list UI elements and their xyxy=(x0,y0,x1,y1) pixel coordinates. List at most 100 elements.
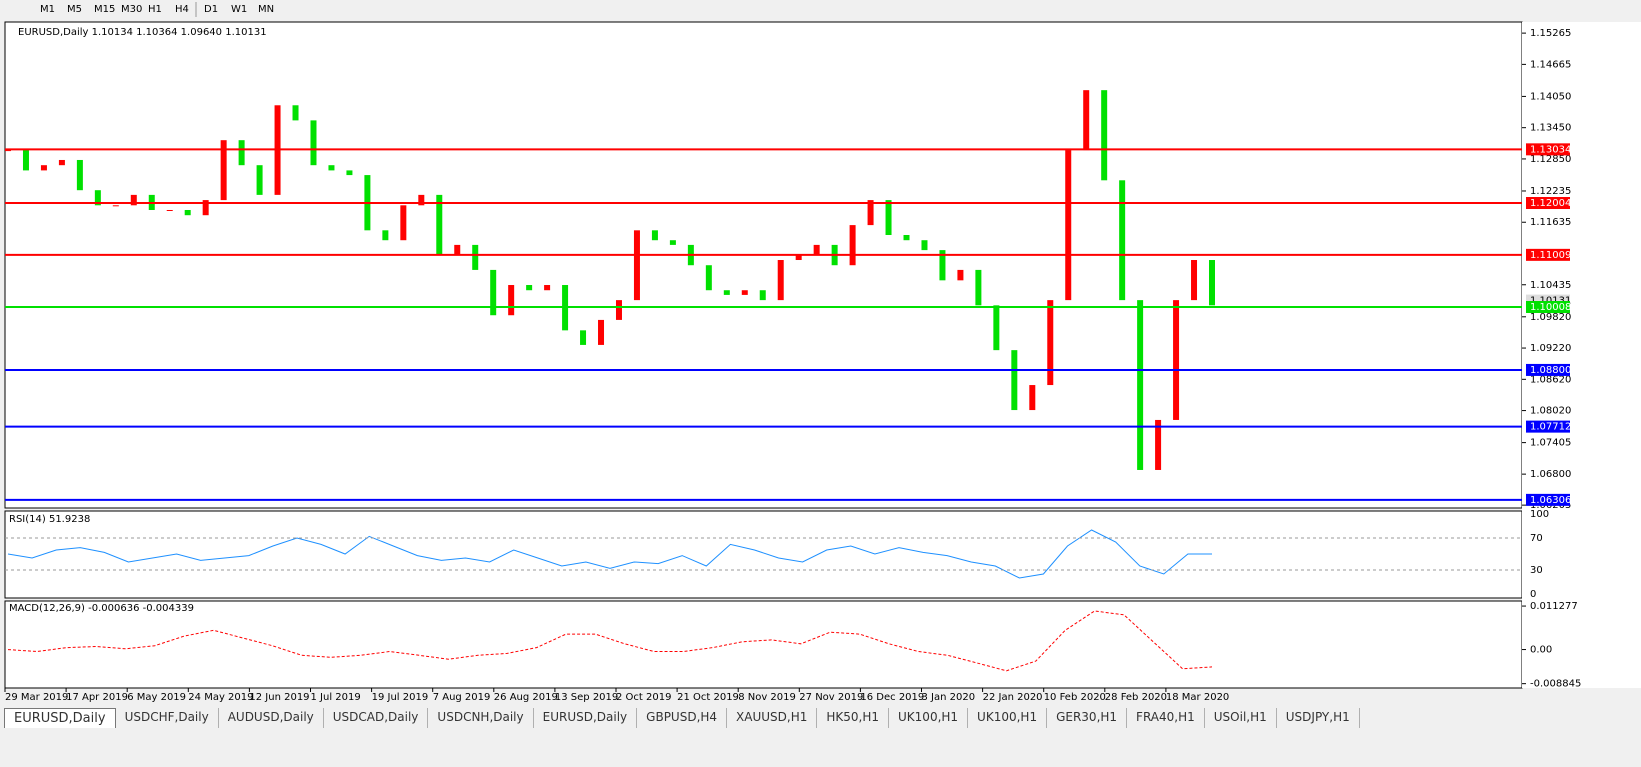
x-tick-label: 24 May 2019 xyxy=(188,692,253,703)
level-label-box xyxy=(1526,197,1570,210)
candle xyxy=(669,240,676,245)
rsi-tick-label: 70 xyxy=(1530,533,1543,544)
candle xyxy=(328,165,335,171)
candle xyxy=(1083,90,1090,151)
price-axis xyxy=(1522,22,1641,688)
chart-tab[interactable]: HK50,H1 xyxy=(817,708,890,728)
level-label: 1.11009 xyxy=(1530,250,1571,261)
candle xyxy=(813,244,820,256)
x-tick-label: 22 Jan 2020 xyxy=(983,692,1043,703)
candle xyxy=(418,194,425,206)
price-tick-label: 1.09820 xyxy=(1530,312,1571,323)
candle xyxy=(40,165,47,171)
macd-signal-line xyxy=(7,610,1213,672)
timeframe-button[interactable]: MN xyxy=(258,4,274,15)
candle xyxy=(544,285,551,291)
price-tick-label: 1.14665 xyxy=(1530,59,1571,70)
candle xyxy=(256,165,263,195)
chart-tab[interactable]: UK100,H1 xyxy=(968,708,1048,728)
candle xyxy=(526,285,533,291)
candle xyxy=(1047,300,1054,386)
macd-tick-label: 0.00 xyxy=(1530,645,1552,656)
candle xyxy=(580,330,587,345)
chart-tab[interactable]: UK100,H1 xyxy=(889,708,969,728)
timeframe-button[interactable]: D1 xyxy=(204,4,218,15)
candle xyxy=(310,120,317,166)
terminal: EURUSD,Daily 1.10134 1.10364 1.09640 1.1… xyxy=(4,2,1641,703)
candle xyxy=(94,190,101,206)
x-tick-label: 1 Jul 2019 xyxy=(311,692,361,703)
candle xyxy=(58,159,65,166)
x-tick-label: 16 Dec 2019 xyxy=(860,692,924,703)
candle xyxy=(975,269,982,306)
x-tick-label: 17 Apr 2019 xyxy=(66,692,128,703)
chart-tab[interactable]: USOil,H1 xyxy=(1205,708,1277,728)
timeframe-button[interactable]: H1 xyxy=(148,4,162,15)
x-tick-label: 12 Jun 2019 xyxy=(249,692,309,703)
candle xyxy=(1119,180,1126,301)
candle xyxy=(382,230,389,241)
price-tick-label: 1.12850 xyxy=(1530,154,1571,165)
candle xyxy=(903,235,910,241)
chart-tab[interactable]: AUDUSD,Daily xyxy=(219,708,324,728)
chart-tab[interactable]: USDCNH,Daily xyxy=(428,708,534,728)
timeframe-button[interactable]: M5 xyxy=(67,4,82,15)
x-tick-label: 8 Nov 2019 xyxy=(738,692,796,703)
candle xyxy=(615,300,622,320)
price-tick-label: 1.11635 xyxy=(1530,217,1571,228)
candle xyxy=(939,250,946,281)
candle xyxy=(22,150,29,171)
macd-tick-label: 0.011277 xyxy=(1530,601,1578,612)
chart-tab[interactable]: XAUUSD,H1 xyxy=(727,708,818,728)
candle xyxy=(993,305,1000,351)
chart-tab[interactable]: EURUSD,Daily xyxy=(534,708,638,728)
candle xyxy=(292,105,299,121)
macd-tick-label: -0.008845 xyxy=(1530,679,1581,690)
x-tick-label: 7 Aug 2019 xyxy=(433,692,491,703)
level-label-box xyxy=(1526,301,1570,314)
x-tick-label: 27 Nov 2019 xyxy=(799,692,863,703)
timeframe-button[interactable]: M15 xyxy=(94,4,115,15)
candle xyxy=(346,170,353,176)
candle xyxy=(490,269,497,316)
timeframe-button[interactable]: M1 xyxy=(40,4,55,15)
candle xyxy=(633,230,640,301)
candle xyxy=(400,205,407,241)
chart-tab[interactable]: USDCHF,Daily xyxy=(116,708,219,728)
timeframe-button[interactable]: M30 xyxy=(121,4,142,15)
candle xyxy=(777,260,784,301)
candle xyxy=(472,244,479,270)
price-tick-label: 1.10435 xyxy=(1530,280,1571,291)
x-tick-label: 10 Feb 2020 xyxy=(1044,692,1106,703)
candle xyxy=(5,150,11,152)
candle xyxy=(166,209,173,211)
chart-tab[interactable]: GER30,H1 xyxy=(1047,708,1128,728)
rsi-tick-label: 30 xyxy=(1530,565,1543,576)
level-label: 1.10008 xyxy=(1530,302,1571,313)
chart-tab[interactable]: USDCAD,Daily xyxy=(324,708,429,728)
chart-tab[interactable]: EURUSD,Daily xyxy=(4,708,116,728)
timeframe-button[interactable]: H4 xyxy=(175,4,189,15)
candle xyxy=(130,194,137,206)
chart-tab[interactable]: USDJPY,H1 xyxy=(1277,708,1360,728)
chart-tab[interactable]: FRA40,H1 xyxy=(1127,708,1205,728)
macd-panel xyxy=(4,600,1523,689)
x-tick-label: 29 Mar 2019 xyxy=(5,692,68,703)
candle xyxy=(1209,260,1215,306)
candle xyxy=(741,290,748,295)
candle xyxy=(885,200,892,236)
chart-tab[interactable]: GBPUSD,H4 xyxy=(637,708,728,728)
main-panel xyxy=(4,21,1523,509)
candle xyxy=(112,205,119,207)
level-label-box xyxy=(1526,143,1570,156)
price-tick-label: 1.14050 xyxy=(1530,91,1571,102)
rsi-tick-label: 0 xyxy=(1530,589,1536,600)
x-tick-label: 13 Sep 2019 xyxy=(555,692,618,703)
candle xyxy=(436,194,443,256)
candle xyxy=(1065,150,1072,301)
candle xyxy=(849,225,856,266)
x-tick-label: 26 Aug 2019 xyxy=(494,692,558,703)
candle xyxy=(1011,350,1018,411)
timeframe-button[interactable]: W1 xyxy=(231,4,247,15)
x-tick-label: 28 Feb 2020 xyxy=(1105,692,1167,703)
